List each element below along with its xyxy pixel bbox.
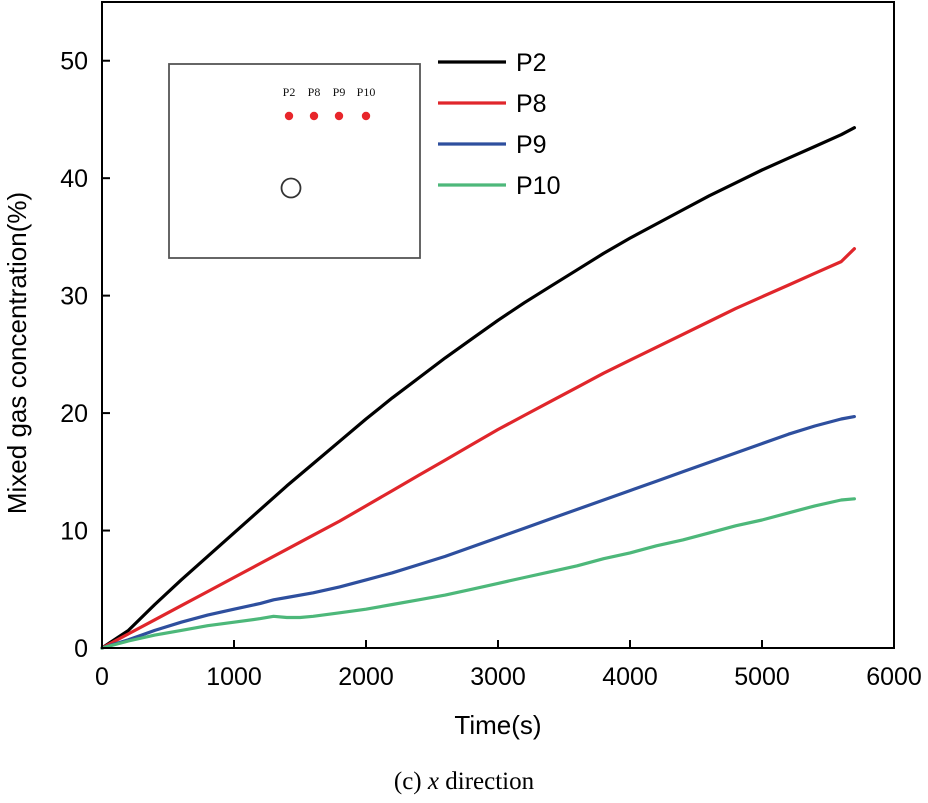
y-tick-label: 50 [60, 48, 88, 76]
series-lines [100, 126, 856, 650]
x-tick-label: 6000 [866, 663, 922, 691]
caption-prefix: (c) [394, 768, 428, 795]
y-tick-label: 0 [74, 635, 88, 663]
inset-sensor-dot [284, 111, 294, 121]
figure-caption: (c) x direction [394, 768, 535, 795]
inset-sensor-label: P2 [283, 85, 296, 99]
inset-sensor-label: P10 [357, 85, 376, 99]
y-tick-label: 40 [60, 165, 88, 193]
legend-label-p8: P8 [516, 90, 547, 118]
x-tick-label: 4000 [602, 663, 658, 691]
inset-source-circle [280, 177, 302, 199]
y-tick-label: 20 [60, 400, 88, 428]
x-tick-label: 1000 [206, 663, 262, 691]
x-tick-label: 0 [95, 663, 109, 691]
caption-variable: x [427, 768, 439, 795]
inset-sensor-dot [361, 111, 371, 121]
series-line-p2 [100, 126, 856, 650]
series-line-p10 [100, 497, 856, 650]
inset-sensor-dot [309, 111, 319, 121]
y-tick-label: 30 [60, 283, 88, 311]
legend-label-p2: P2 [516, 49, 547, 77]
y-tick-label: 10 [60, 518, 88, 546]
x-axis-title: Time(s) [454, 710, 541, 740]
inset-sensor-label: P9 [333, 85, 346, 99]
legend: P2 P8 P9 P10 [438, 49, 560, 200]
series-line-p9 [100, 415, 856, 650]
x-tick-label: 2000 [338, 663, 394, 691]
sensor-layout-inset: P2 P8 P9 P10 [168, 63, 421, 259]
x-tick-label: 5000 [734, 663, 790, 691]
inset-sensor-dot [334, 111, 344, 121]
legend-label-p9: P9 [516, 131, 547, 159]
inset-sensor-label: P8 [308, 85, 321, 99]
caption-suffix: direction [439, 768, 535, 795]
legend-label-p10: P10 [516, 172, 560, 200]
axes: 0 1000 2000 3000 4000 5000 6000 0 10 20 30 40 50 [60, 1, 922, 691]
x-tick-label: 3000 [470, 663, 526, 691]
series-line-p8 [100, 247, 856, 650]
inset-frame [168, 63, 421, 259]
y-axis-title: Mixed gas concentration(%) [2, 192, 32, 514]
